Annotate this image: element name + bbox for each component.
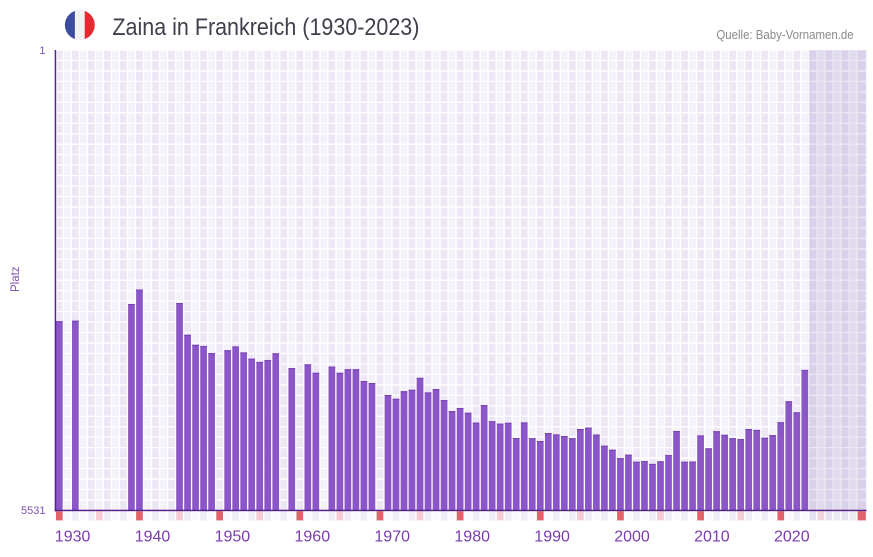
svg-text:Zaina in Frankreich (1930-2023: Zaina in Frankreich (1930-2023) [112, 14, 419, 41]
svg-text:1950: 1950 [215, 529, 251, 546]
svg-text:1970: 1970 [374, 529, 410, 546]
svg-text:2020: 2020 [774, 529, 810, 546]
svg-text:1960: 1960 [295, 529, 331, 546]
svg-text:1: 1 [39, 45, 45, 57]
svg-text:Platz: Platz [10, 266, 22, 292]
svg-text:Quelle: Baby-Vornamen.de: Quelle: Baby-Vornamen.de [716, 28, 853, 42]
svg-text:1980: 1980 [454, 529, 490, 546]
svg-text:1940: 1940 [135, 529, 171, 546]
svg-text:5531: 5531 [21, 505, 45, 517]
svg-text:2000: 2000 [614, 529, 650, 546]
svg-text:2010: 2010 [694, 529, 730, 546]
svg-text:1930: 1930 [55, 529, 91, 546]
svg-text:1990: 1990 [534, 529, 570, 546]
